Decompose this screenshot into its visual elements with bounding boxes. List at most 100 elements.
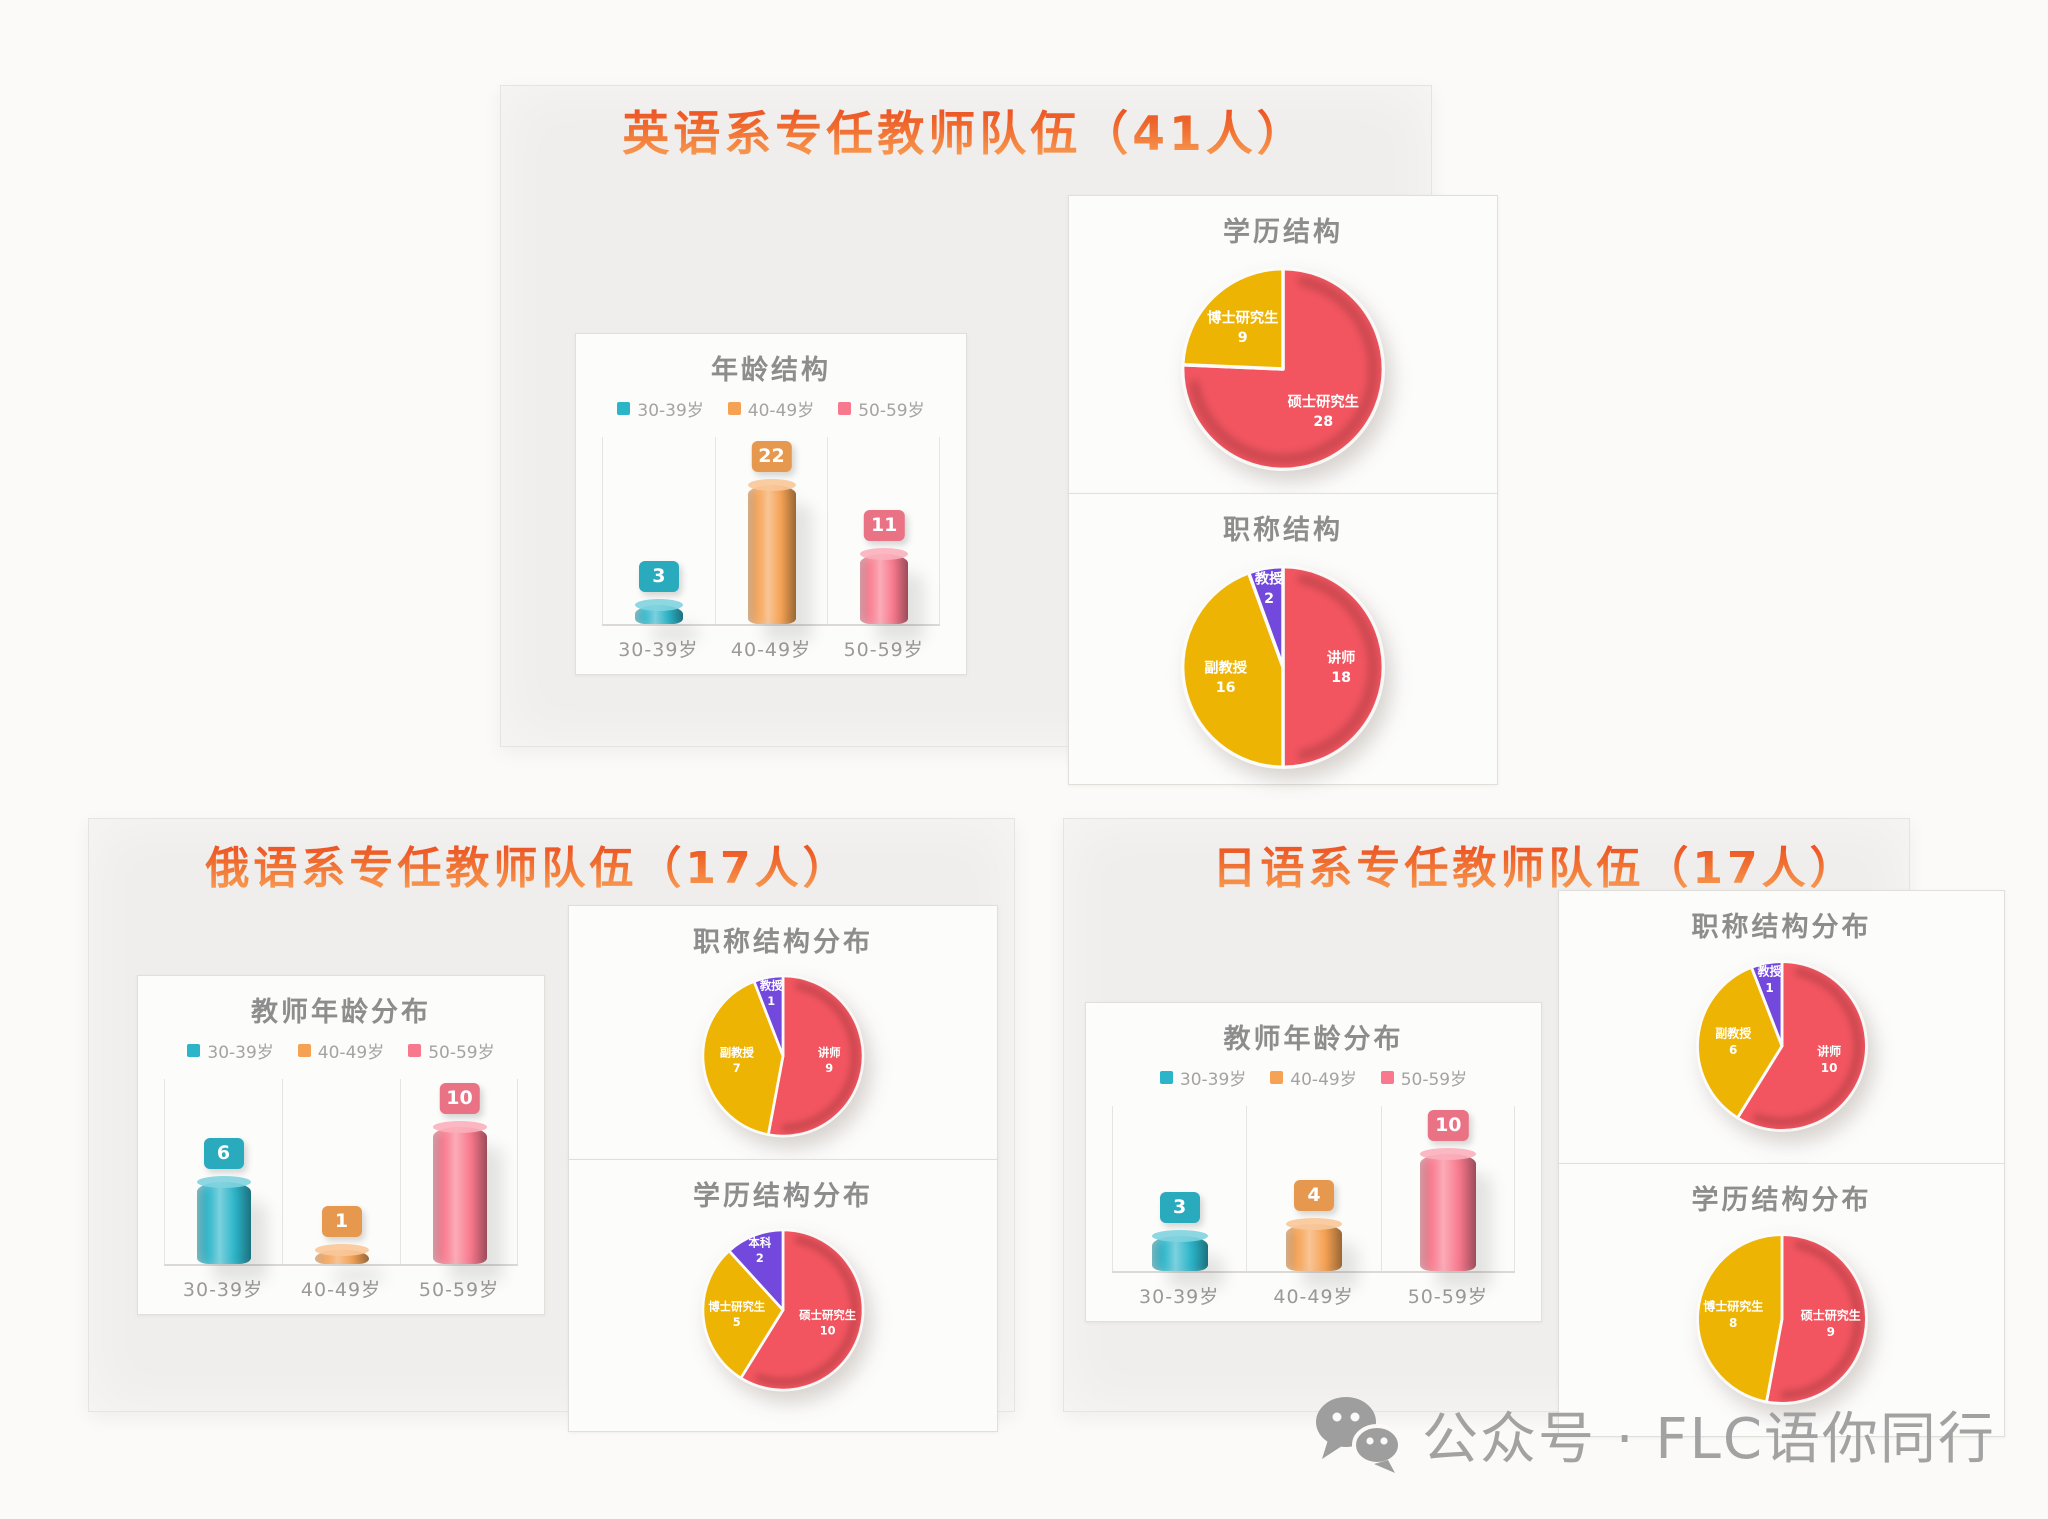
pie-slice-副教授 (701, 979, 785, 1137)
legend-swatch (1270, 1071, 1284, 1084)
legend-item: 40-49岁 (297, 1038, 385, 1063)
japanese-age-chart-title: 教师年龄分布 (1223, 1024, 1404, 1055)
english-degree-card: 学历结构 硕士研究生 28 博士研究生 9 (1068, 195, 1498, 494)
russian-age-chart-title: 教师年龄分布 (251, 997, 431, 1028)
russian-degree-pie-chart: 硕士研究生 10 博士研究生 5 本科 2 (701, 1228, 865, 1392)
legend-swatch (297, 1044, 311, 1057)
pie-slice-label-硕士研究生: 硕士研究生 28 (1288, 392, 1359, 429)
pie-slice-硕士研究生 (739, 1228, 865, 1392)
bar-plot: 6 1 10 (164, 1079, 518, 1266)
bar-top-cap (747, 479, 796, 491)
pie-inner-shadow (1297, 573, 1379, 761)
pie-slice-label-教授: 教授 1 (1756, 964, 1782, 995)
pie-slice-label-本科: 本科 2 (749, 1236, 772, 1265)
legend-label: 50-59岁 (858, 401, 925, 421)
legend-label: 30-39岁 (207, 1043, 274, 1063)
bar-30-39岁 (1151, 1230, 1208, 1271)
bar-cell: 10 (1380, 1106, 1515, 1271)
russian-rank-card: 职称结构分布 讲师 9 副教授 7 教授 1 (568, 905, 998, 1160)
pie-inner-shadow (781, 981, 859, 1132)
legend-label: 40-49岁 (317, 1043, 385, 1063)
x-axis-label: 30-39岁 (618, 639, 699, 661)
bar-50-59岁 (860, 548, 909, 624)
bar-value-badge: 11 (863, 510, 905, 541)
pie-slice-label-讲师: 讲师 10 (1817, 1044, 1841, 1075)
bar-40-49岁 (314, 1244, 369, 1264)
legend-item: 40-49岁 (727, 396, 815, 421)
bar-50-59岁 (1420, 1148, 1477, 1271)
legend-item: 30-39岁 (187, 1038, 274, 1063)
bar-top-cap (432, 1121, 487, 1133)
pie-slice-label-副教授: 副教授 6 (1715, 1026, 1752, 1057)
chart-legend: 30-39岁 40-49岁 50-59岁 (1112, 1065, 1515, 1090)
x-axis-label: 40-49岁 (730, 639, 812, 661)
legend-swatch (187, 1044, 201, 1057)
chart-legend: 30-39岁 40-49岁 50-59岁 (602, 396, 940, 421)
x-axis-label: 50-59岁 (1407, 1286, 1488, 1308)
x-axis: 30-39岁 40-49岁 50-59岁 (602, 635, 940, 662)
bar-value-badge: 10 (1428, 1110, 1469, 1141)
bar-cell: 22 (714, 437, 828, 624)
russian-section-title: 俄语系专任教师队伍（17人） (88, 832, 968, 896)
watermark: 公众号 · FLC语你同行 (1312, 1392, 1996, 1476)
bar-top-cap (1151, 1230, 1208, 1242)
pie-slice-label-讲师: 讲师 18 (1327, 648, 1356, 685)
pie-slice-本科 (727, 1228, 785, 1312)
pie-slice-label-副教授: 副教授 16 (1204, 659, 1248, 696)
legend-label: 50-59岁 (428, 1043, 495, 1063)
legend-swatch (1380, 1071, 1394, 1084)
legend-label: 50-59岁 (1400, 1070, 1468, 1090)
bar-top-cap (1420, 1148, 1477, 1160)
pie-slice-label-博士研究生: 博士研究生 5 (708, 1300, 765, 1329)
bar-value-badge: 3 (638, 561, 679, 592)
pie-inner-shadow (1189, 275, 1379, 465)
bar-cell: 10 (400, 1079, 518, 1264)
bar-50-59岁 (432, 1121, 487, 1264)
english-rank-pie-chart: 讲师 18 副教授 16 教授 2 (1180, 564, 1386, 770)
x-axis: 30-39岁 40-49岁 50-59岁 (164, 1275, 518, 1302)
bar-top-cap (634, 599, 683, 611)
bar-cell: 11 (827, 437, 940, 624)
english-age-chart-title: 年龄结构 (711, 355, 831, 386)
bar-top-cap (196, 1176, 251, 1188)
legend-item: 50-59岁 (408, 1038, 495, 1063)
x-axis-label: 50-59岁 (843, 639, 924, 661)
legend-label: 30-39岁 (637, 401, 704, 421)
english-age-card: 年龄结构 30-39岁 40-49岁 50-59岁 3 22 11 30-39岁 40-49岁… (575, 333, 967, 675)
wechat-icon (1316, 1397, 1402, 1473)
pie-slice-博士研究生 (701, 1249, 785, 1380)
pie-slice-教授 (752, 974, 785, 1058)
watermark-text: 公众号 · FLC语你同行 (1422, 1406, 1996, 1472)
japanese-degree-pie-chart: 硕士研究生 9 博士研究生 8 (1695, 1233, 1868, 1405)
bar-30-39岁 (634, 599, 683, 624)
pie-inner-shadow (1752, 967, 1862, 1127)
x-axis-label: 30-39岁 (1139, 1286, 1220, 1308)
legend-item: 30-39岁 (1159, 1065, 1246, 1090)
bar-30-39岁 (196, 1176, 251, 1264)
bar-plot: 3 4 10 (1112, 1106, 1515, 1273)
legend-label: 40-49岁 (747, 401, 815, 421)
x-axis-label: 40-49岁 (300, 1279, 382, 1301)
bar-cell: 3 (602, 437, 715, 624)
legend-item: 50-59岁 (838, 396, 925, 421)
bar-cell: 6 (164, 1079, 282, 1264)
english-age-bar-chart: 30-39岁 40-49岁 50-59岁 3 22 11 30-39岁 40-49岁 50-59… (602, 386, 940, 662)
japanese-section-title: 日语系专任教师队伍（17人） (1090, 832, 1980, 896)
pie-slice-教授 (1749, 960, 1783, 1048)
russian-age-bar-chart: 30-39岁 40-49岁 50-59岁 6 1 10 30-39岁 40-49岁 50-59岁 (164, 1028, 518, 1302)
japanese-age-bar-chart: 30-39岁 40-49岁 50-59岁 3 4 10 30-39岁 40-49岁 50-59岁 (1112, 1055, 1515, 1309)
pie-slice-label-博士研究生: 博士研究生 9 (1207, 308, 1278, 345)
bar-value-badge: 3 (1159, 1192, 1200, 1223)
bar-top-cap (860, 548, 909, 560)
bar-40-49岁 (747, 479, 796, 624)
pie-slice-label-博士研究生: 博士研究生 8 (1703, 1299, 1763, 1330)
legend-item: 50-59岁 (1380, 1065, 1468, 1090)
bar-40-49岁 (1285, 1218, 1342, 1271)
pie-slice-博士研究生 (1695, 1233, 1783, 1404)
russian-age-card: 教师年龄分布 30-39岁 40-49岁 50-59岁 6 1 10 30-39岁 40-49… (137, 975, 545, 1315)
legend-swatch (617, 402, 631, 415)
legend-label: 40-49岁 (1290, 1070, 1357, 1090)
japanese-rank-card: 职称结构分布 讲师 10 副教授 6 教授 1 (1558, 890, 2005, 1164)
chart-legend: 30-39岁 40-49岁 50-59岁 (164, 1038, 518, 1063)
